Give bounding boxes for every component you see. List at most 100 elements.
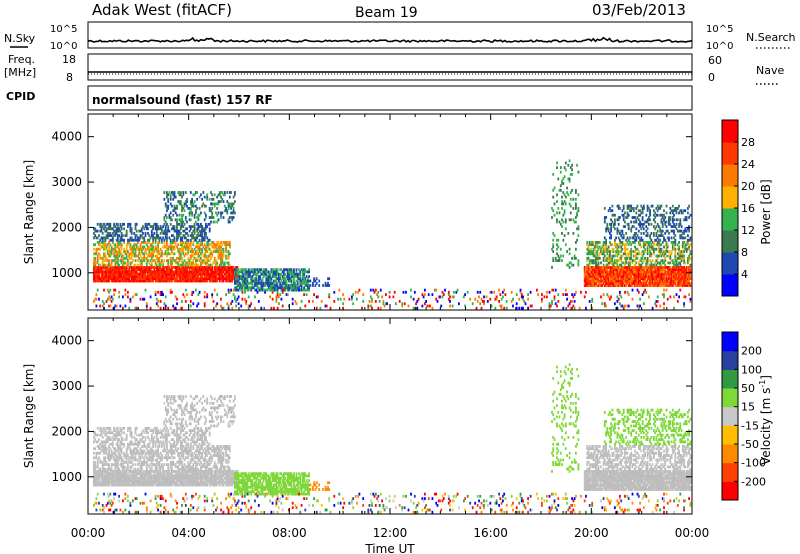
power-cell (276, 290, 279, 294)
power-cell (610, 284, 612, 287)
power-cell (217, 250, 220, 253)
power-cell (678, 247, 680, 251)
power-cell (183, 263, 186, 267)
power-cell (178, 259, 181, 262)
power-cell (519, 288, 522, 292)
power-cell (118, 229, 120, 233)
power-cell (184, 279, 187, 283)
power-cell (636, 275, 639, 278)
power-cell (138, 256, 141, 260)
power-cell (177, 200, 180, 203)
power-cell (104, 252, 107, 256)
power-cell (269, 275, 271, 278)
power-cell (678, 275, 680, 278)
power-cell (125, 277, 128, 281)
power-cell (163, 279, 166, 283)
power-cell (216, 302, 219, 306)
power-cell (122, 277, 124, 281)
power-cell (155, 247, 158, 251)
power-cell (168, 272, 171, 276)
power-cell (671, 220, 674, 224)
power-cell (449, 300, 451, 303)
power-cell (612, 222, 615, 226)
power-cell (172, 238, 175, 242)
power-cell (152, 279, 154, 283)
power-cell (113, 270, 115, 274)
power-cell (650, 243, 653, 247)
power-cell (122, 263, 124, 267)
power-cell (189, 227, 192, 231)
power-cell (228, 204, 231, 208)
power-cell (230, 288, 232, 292)
power-cell (227, 263, 230, 267)
power-cell (665, 225, 668, 228)
power-cell (187, 256, 190, 260)
power-cell (191, 254, 193, 258)
power-cell (255, 284, 258, 287)
velocity-cell (122, 476, 124, 480)
power-cell (226, 268, 229, 272)
power-cell (159, 263, 162, 267)
power-cell (168, 275, 171, 278)
power-cell (254, 306, 256, 310)
power-cell (653, 225, 655, 228)
power-cell (192, 202, 195, 206)
power-cell (493, 290, 495, 294)
power-cell (201, 252, 203, 256)
power-cell (159, 306, 162, 310)
power-cell (148, 266, 151, 269)
power-cell (104, 277, 107, 281)
power-cell (119, 252, 122, 256)
power-cell (110, 227, 113, 231)
power-cell (208, 209, 211, 213)
power-cell (659, 277, 662, 281)
power-cell (527, 306, 529, 310)
power-cell (281, 275, 284, 278)
power-cell (148, 238, 151, 242)
power-cell (176, 238, 178, 242)
power-cell (684, 209, 687, 213)
power-cell (646, 218, 649, 222)
velocity-cell (93, 481, 95, 485)
power-cell (685, 218, 688, 222)
power-cell (587, 250, 590, 253)
power-cell (195, 270, 197, 274)
power-cell (250, 270, 253, 274)
power-cell (289, 279, 292, 283)
power-cell (148, 272, 151, 276)
velocity-cell (122, 472, 124, 476)
power-cell (216, 270, 219, 274)
power-cell (646, 275, 649, 278)
power-cell (659, 284, 662, 287)
power-cell (622, 204, 625, 208)
power-cell (240, 268, 243, 272)
power-cell (108, 245, 110, 249)
power-cell (645, 229, 648, 233)
power-cell (640, 252, 643, 256)
power-cell (155, 275, 158, 278)
power-cell (182, 263, 185, 267)
power-cell (685, 277, 688, 281)
power-cell (605, 279, 607, 283)
power-cell (687, 211, 689, 215)
power-cell (624, 277, 626, 281)
power-cell (689, 250, 692, 253)
power-cell (242, 275, 245, 278)
power-cell (591, 261, 594, 265)
power-cell (143, 252, 146, 256)
power-cell (143, 266, 146, 269)
power-cell (205, 270, 207, 274)
power-cell (606, 263, 609, 267)
power-cell (416, 306, 419, 310)
power-cell (688, 270, 690, 274)
power-cell (195, 279, 197, 283)
power-cell (196, 243, 198, 247)
power-cell (172, 272, 175, 276)
power-cell (670, 275, 673, 278)
power-cell (639, 222, 641, 226)
velocity-cell (123, 474, 125, 478)
power-cell (232, 270, 235, 274)
power-cell (689, 243, 692, 247)
power-cell (559, 247, 562, 251)
power-cell (635, 275, 638, 278)
